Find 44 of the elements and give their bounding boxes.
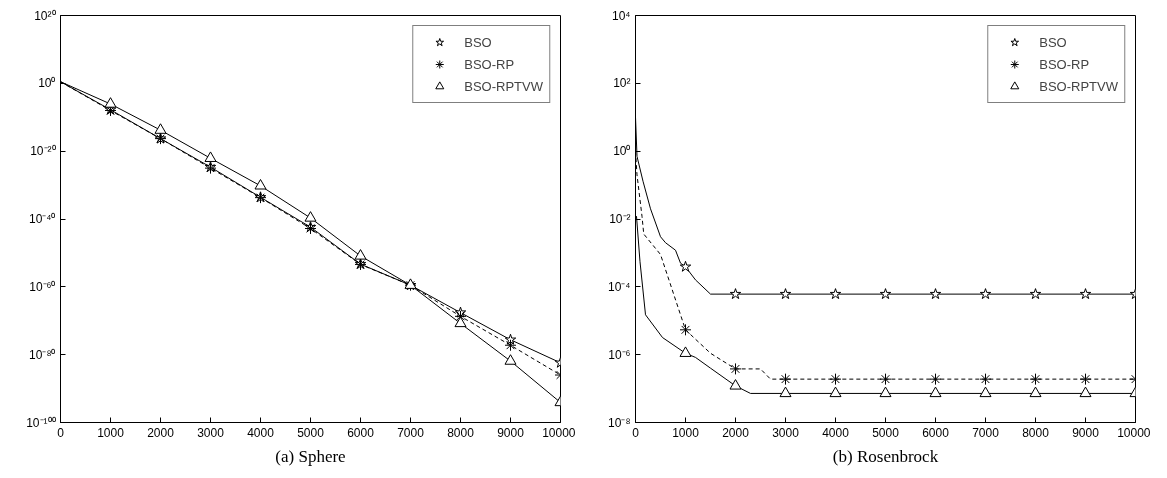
y-tick-label: 10⁻²⁰ — [30, 144, 56, 159]
x-tick-label: 2000 — [147, 425, 175, 440]
y-tick-label: 10⁻⁶⁰ — [29, 279, 56, 294]
x-tick-label: 6000 — [922, 425, 950, 440]
y-tick-label: 10⁻¹⁰⁰ — [26, 415, 56, 430]
legend-label: BSO-RP — [1039, 56, 1090, 72]
x-tick-label: 0 — [632, 425, 640, 440]
x-tick-label: 6000 — [347, 425, 375, 440]
x-tick-label: 8000 — [447, 425, 475, 440]
y-tick-label: 10⁻⁶ — [608, 347, 631, 362]
y-tick-label: 10⁴ — [612, 8, 631, 23]
legend-label: BSO-RP — [464, 56, 515, 72]
x-tick-label: 9000 — [1072, 425, 1100, 440]
x-tick-label: 7000 — [972, 425, 1000, 440]
legend-label: BSO — [1039, 34, 1067, 50]
x-tick-label: 1000 — [97, 425, 125, 440]
y-tick-label: 10⁰ — [613, 144, 631, 159]
y-tick-label: 10⁻² — [609, 212, 631, 226]
x-tick-label: 4000 — [822, 425, 850, 440]
legend-label: BSO-RPTVW — [1039, 78, 1118, 94]
x-tick-label: 3000 — [772, 425, 800, 440]
y-tick-label: 10⁰ — [38, 76, 56, 91]
x-tick-label: 10000 — [542, 425, 576, 440]
y-tick-label: 10⁻⁴⁰ — [29, 212, 56, 226]
legend-label: BSO-RPTVW — [464, 78, 543, 94]
x-tick-label: 4000 — [247, 425, 275, 440]
legend-label: BSO — [464, 34, 492, 50]
text: (a) Sphere — [275, 446, 346, 466]
x-tick-label: 1000 — [672, 425, 700, 440]
x-tick-label: 2000 — [722, 425, 750, 440]
x-tick-label: 5000 — [872, 425, 900, 440]
x-tick-label: 3000 — [197, 425, 225, 440]
x-tick-label: 0 — [57, 425, 65, 440]
y-tick-label: 10⁻⁸ — [608, 415, 631, 430]
y-tick-label: 10²⁰ — [34, 8, 56, 23]
y-tick-label: 10⁻⁴ — [608, 279, 631, 294]
x-tick-label: 7000 — [397, 425, 425, 440]
x-tick-label: 10000 — [1117, 425, 1151, 440]
x-tick-label: 8000 — [1022, 425, 1050, 440]
x-tick-label: 9000 — [497, 425, 525, 440]
x-tick-label: 5000 — [297, 425, 325, 440]
text: (b) Rosenbrock — [832, 446, 939, 466]
y-tick-label: 10² — [613, 76, 631, 91]
y-tick-label: 10⁻⁸⁰ — [29, 347, 56, 362]
